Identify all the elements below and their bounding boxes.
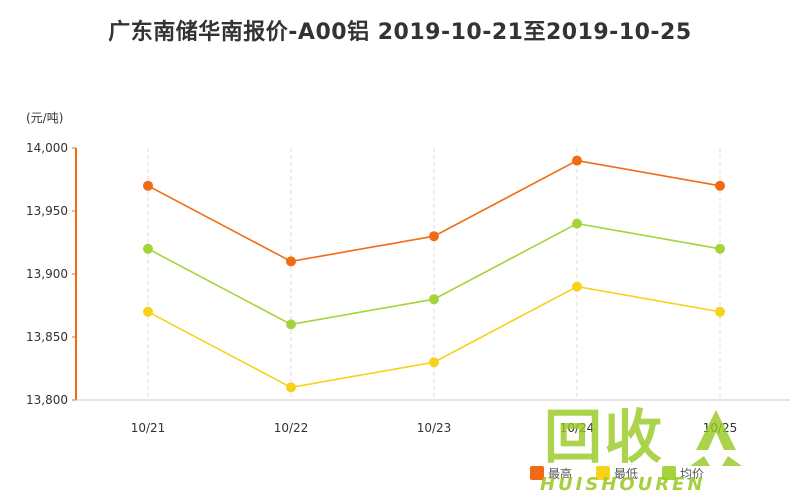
data-point bbox=[429, 357, 439, 368]
data-point bbox=[286, 382, 296, 393]
x-tick-label: 10/21 bbox=[131, 421, 166, 435]
watermark-text: 回收 bbox=[544, 403, 665, 471]
y-tick-label: 13,900 bbox=[26, 267, 68, 281]
y-tick-label: 13,950 bbox=[26, 204, 68, 218]
legend-swatch bbox=[662, 466, 676, 480]
series-lines bbox=[143, 155, 725, 393]
recycle-icon bbox=[690, 410, 742, 466]
legend: 最高 最低 均价 bbox=[530, 466, 704, 481]
data-point bbox=[715, 243, 725, 254]
watermark-logo: 回收 HUISHOUREN bbox=[536, 404, 800, 500]
data-point bbox=[429, 231, 439, 242]
data-point bbox=[286, 256, 296, 267]
data-point bbox=[572, 155, 582, 166]
x-tick-label: 10/24 bbox=[560, 421, 595, 435]
watermark-subtext: HUISHOUREN bbox=[540, 474, 706, 495]
legend-swatch bbox=[596, 466, 610, 480]
y-tick-label: 14,000 bbox=[26, 141, 68, 155]
legend-label: 均价 bbox=[680, 467, 704, 481]
data-point bbox=[429, 294, 439, 305]
x-tick-label: 10/23 bbox=[417, 421, 452, 435]
legend-label: 最低 bbox=[614, 467, 638, 481]
series-1 bbox=[143, 281, 725, 393]
series-2 bbox=[143, 218, 725, 330]
data-point bbox=[143, 180, 153, 191]
legend-swatch bbox=[530, 466, 544, 480]
data-point bbox=[286, 319, 296, 330]
series-0 bbox=[143, 155, 725, 267]
data-point bbox=[143, 243, 153, 254]
data-point bbox=[715, 306, 725, 317]
data-point bbox=[715, 180, 725, 191]
y-tick-label: 13,850 bbox=[26, 330, 68, 344]
data-point bbox=[143, 306, 153, 317]
legend-label: 最高 bbox=[548, 466, 572, 481]
y-tick-labels: 13,800 13,850 13,900 13,950 14,000 bbox=[26, 141, 76, 407]
data-point bbox=[572, 281, 582, 292]
y-unit-label: (元/吨) bbox=[26, 111, 63, 125]
chart-title: 广东南储华南报价-A00铝 2019-10-21至2019-10-25 bbox=[108, 20, 692, 45]
data-point bbox=[572, 218, 582, 229]
x-tick-label: 10/22 bbox=[274, 421, 309, 435]
y-tick-label: 13,800 bbox=[26, 393, 68, 407]
